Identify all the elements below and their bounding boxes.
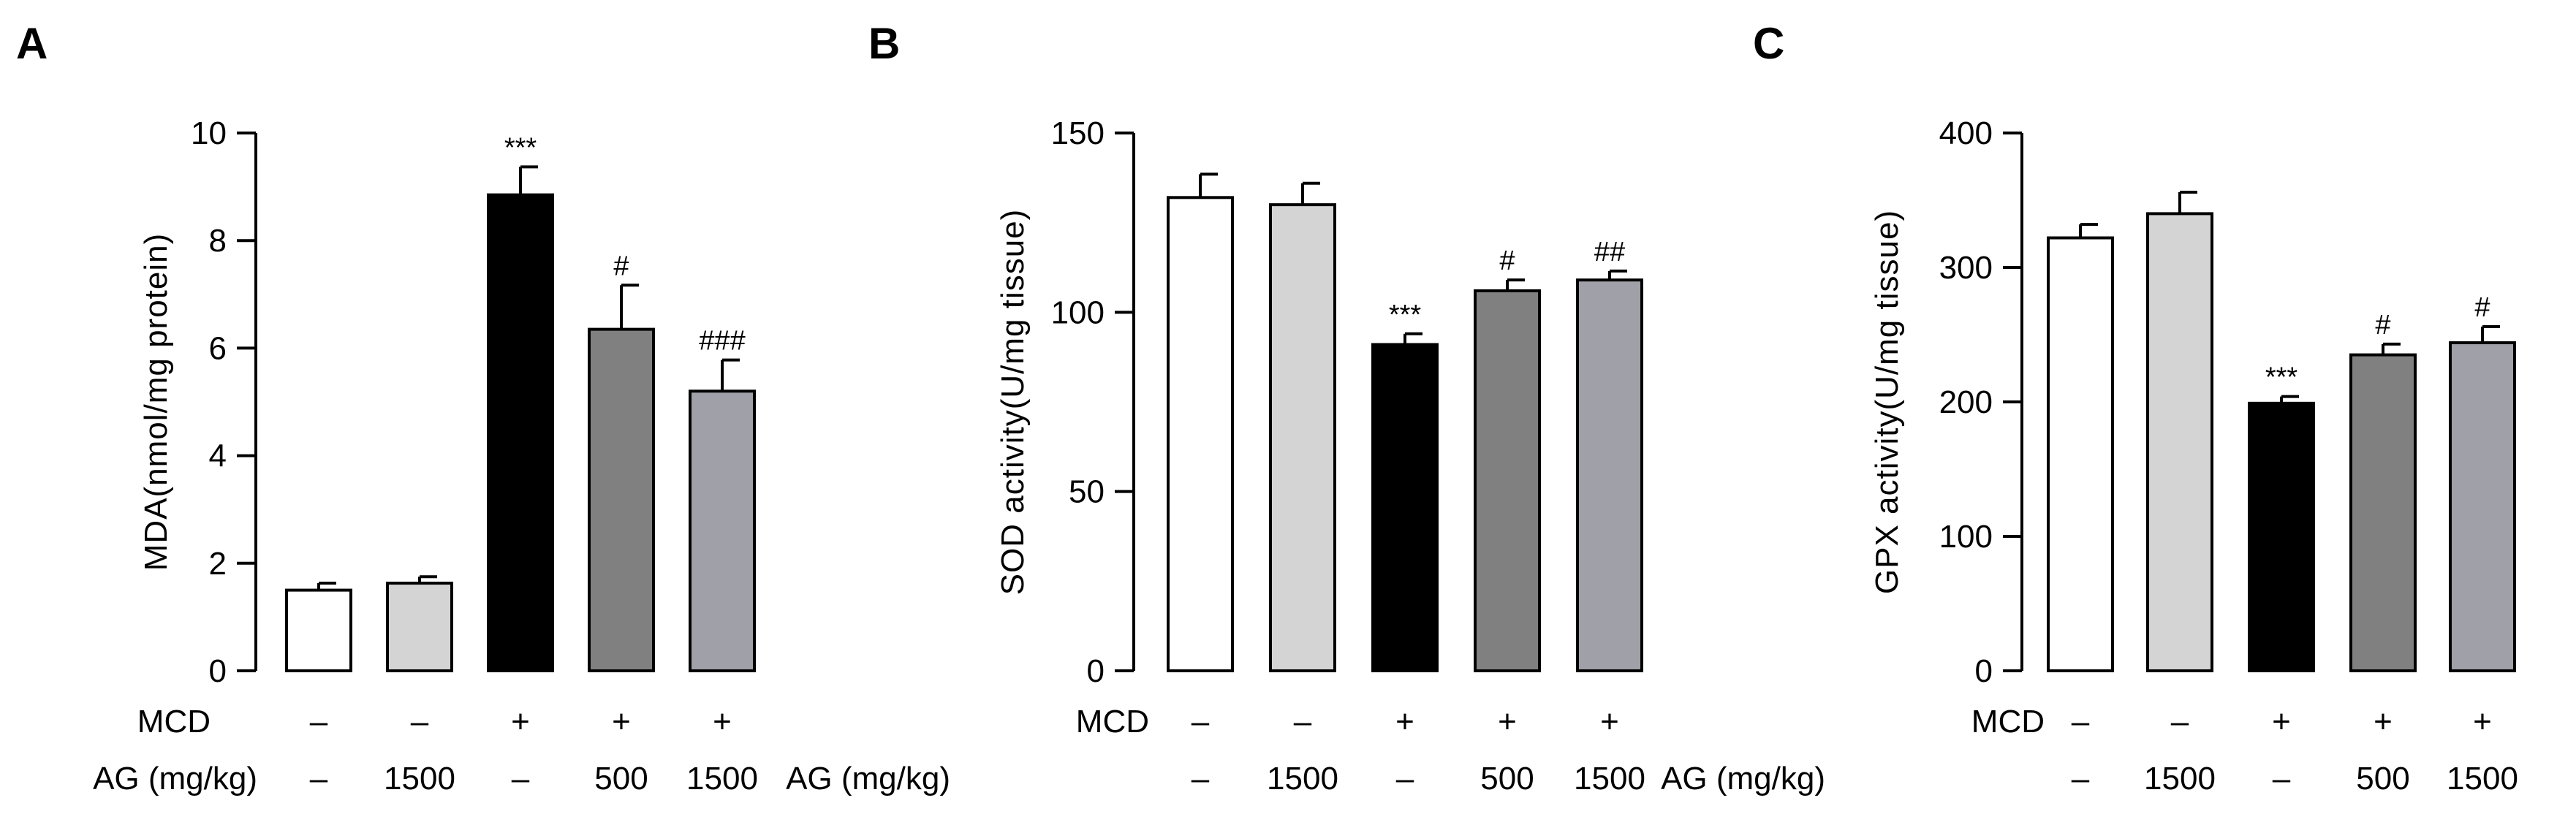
ag-cell: 1500 bbox=[384, 761, 455, 797]
y-tick-label: 10 bbox=[191, 115, 227, 151]
ag-row-label: AG (mg/kg) bbox=[786, 761, 950, 797]
bar-A-2 bbox=[386, 582, 453, 672]
bar-B-2 bbox=[1269, 203, 1336, 672]
ag-cell: – bbox=[2273, 761, 2291, 797]
mcd-cell: – bbox=[2171, 704, 2189, 740]
significance-marker: # bbox=[613, 251, 629, 281]
ag-cell: – bbox=[1396, 761, 1414, 797]
y-tick-label: 4 bbox=[209, 438, 227, 474]
bar-B-3 bbox=[1371, 343, 1439, 672]
y-tick-label: 300 bbox=[1939, 250, 1993, 286]
y-tick-label: 150 bbox=[1051, 115, 1105, 151]
ag-cell: 500 bbox=[1480, 761, 1534, 797]
bar-A-1 bbox=[285, 588, 352, 672]
y-tick-label: 100 bbox=[1051, 294, 1105, 330]
bar-B-4 bbox=[1474, 289, 1541, 673]
ag-cell: – bbox=[2072, 761, 2090, 797]
ag-cell: 1500 bbox=[1574, 761, 1645, 797]
y-tick-label: 8 bbox=[209, 223, 227, 259]
ag-cell: 1500 bbox=[1267, 761, 1338, 797]
bar-C-5 bbox=[2449, 341, 2516, 672]
mcd-cell: + bbox=[1600, 704, 1619, 740]
ag-row-label: AG (mg/kg) bbox=[1661, 761, 1825, 797]
y-tick-label: 0 bbox=[209, 653, 227, 689]
mcd-cell: + bbox=[2272, 704, 2291, 740]
mcd-cell: + bbox=[1395, 704, 1414, 740]
y-tick-label: 2 bbox=[209, 546, 227, 582]
mcd-cell: – bbox=[310, 704, 328, 740]
y-tick-label: 0 bbox=[1975, 653, 1993, 689]
y-tick-label: 100 bbox=[1939, 519, 1993, 555]
significance-marker: ### bbox=[699, 326, 745, 357]
bar-A-5 bbox=[689, 389, 756, 673]
y-tick-label: 50 bbox=[1069, 474, 1105, 510]
ag-cell: 500 bbox=[2356, 761, 2409, 797]
ag-cell: 500 bbox=[594, 761, 648, 797]
mcd-cell: – bbox=[1294, 704, 1312, 740]
mcd-cell: + bbox=[2473, 704, 2492, 740]
ag-cell: 1500 bbox=[2447, 761, 2518, 797]
y-tick-label: 400 bbox=[1939, 115, 1993, 151]
bar-C-4 bbox=[2349, 353, 2417, 672]
mcd-row-label: MCD bbox=[1076, 704, 1149, 740]
bar-B-5 bbox=[1576, 278, 1643, 672]
y-axis-label: SOD activity(U/mg tissue) bbox=[995, 209, 1031, 596]
bar-A-3 bbox=[487, 193, 554, 672]
mcd-cell: + bbox=[1498, 704, 1517, 740]
bar-A-4 bbox=[588, 327, 655, 672]
ag-cell: 1500 bbox=[2144, 761, 2216, 797]
y-axis-label: GPX activity(U/mg tissue) bbox=[1869, 210, 1905, 594]
mcd-row-label: MCD bbox=[1971, 704, 2045, 740]
significance-marker: # bbox=[2375, 310, 2390, 341]
ag-cell: – bbox=[310, 761, 328, 797]
significance-marker: *** bbox=[2265, 362, 2298, 393]
mcd-cell: + bbox=[2374, 704, 2393, 740]
ag-row-label: AG (mg/kg) bbox=[93, 761, 257, 797]
panel-letter-C: C bbox=[1753, 19, 1784, 68]
mcd-cell: + bbox=[713, 704, 732, 740]
y-tick-label: 6 bbox=[209, 330, 227, 366]
bar-C-1 bbox=[2047, 236, 2114, 672]
bar-B-1 bbox=[1167, 196, 1234, 672]
significance-marker: ## bbox=[1594, 237, 1625, 267]
mcd-cell: + bbox=[612, 704, 631, 740]
significance-marker: *** bbox=[504, 132, 537, 163]
ag-cell: – bbox=[1192, 761, 1210, 797]
mcd-cell: – bbox=[2072, 704, 2090, 740]
y-tick-label: 200 bbox=[1939, 384, 1993, 420]
y-tick-label: 0 bbox=[1087, 653, 1105, 689]
mcd-cell: – bbox=[1192, 704, 1210, 740]
bar-C-3 bbox=[2248, 401, 2315, 673]
significance-marker: # bbox=[1499, 246, 1515, 276]
panel-letter-A: A bbox=[16, 19, 48, 68]
mcd-cell: + bbox=[511, 704, 530, 740]
mcd-row-label: MCD bbox=[137, 704, 211, 740]
ag-cell: 1500 bbox=[686, 761, 758, 797]
bar-C-2 bbox=[2146, 212, 2213, 672]
significance-marker: *** bbox=[1389, 300, 1422, 330]
significance-marker: # bbox=[2474, 292, 2490, 323]
panel-letter-B: B bbox=[868, 19, 900, 68]
mcd-cell: – bbox=[411, 704, 429, 740]
y-axis-label: MDA(nmol/mg protein) bbox=[138, 233, 174, 571]
ag-cell: – bbox=[512, 761, 530, 797]
